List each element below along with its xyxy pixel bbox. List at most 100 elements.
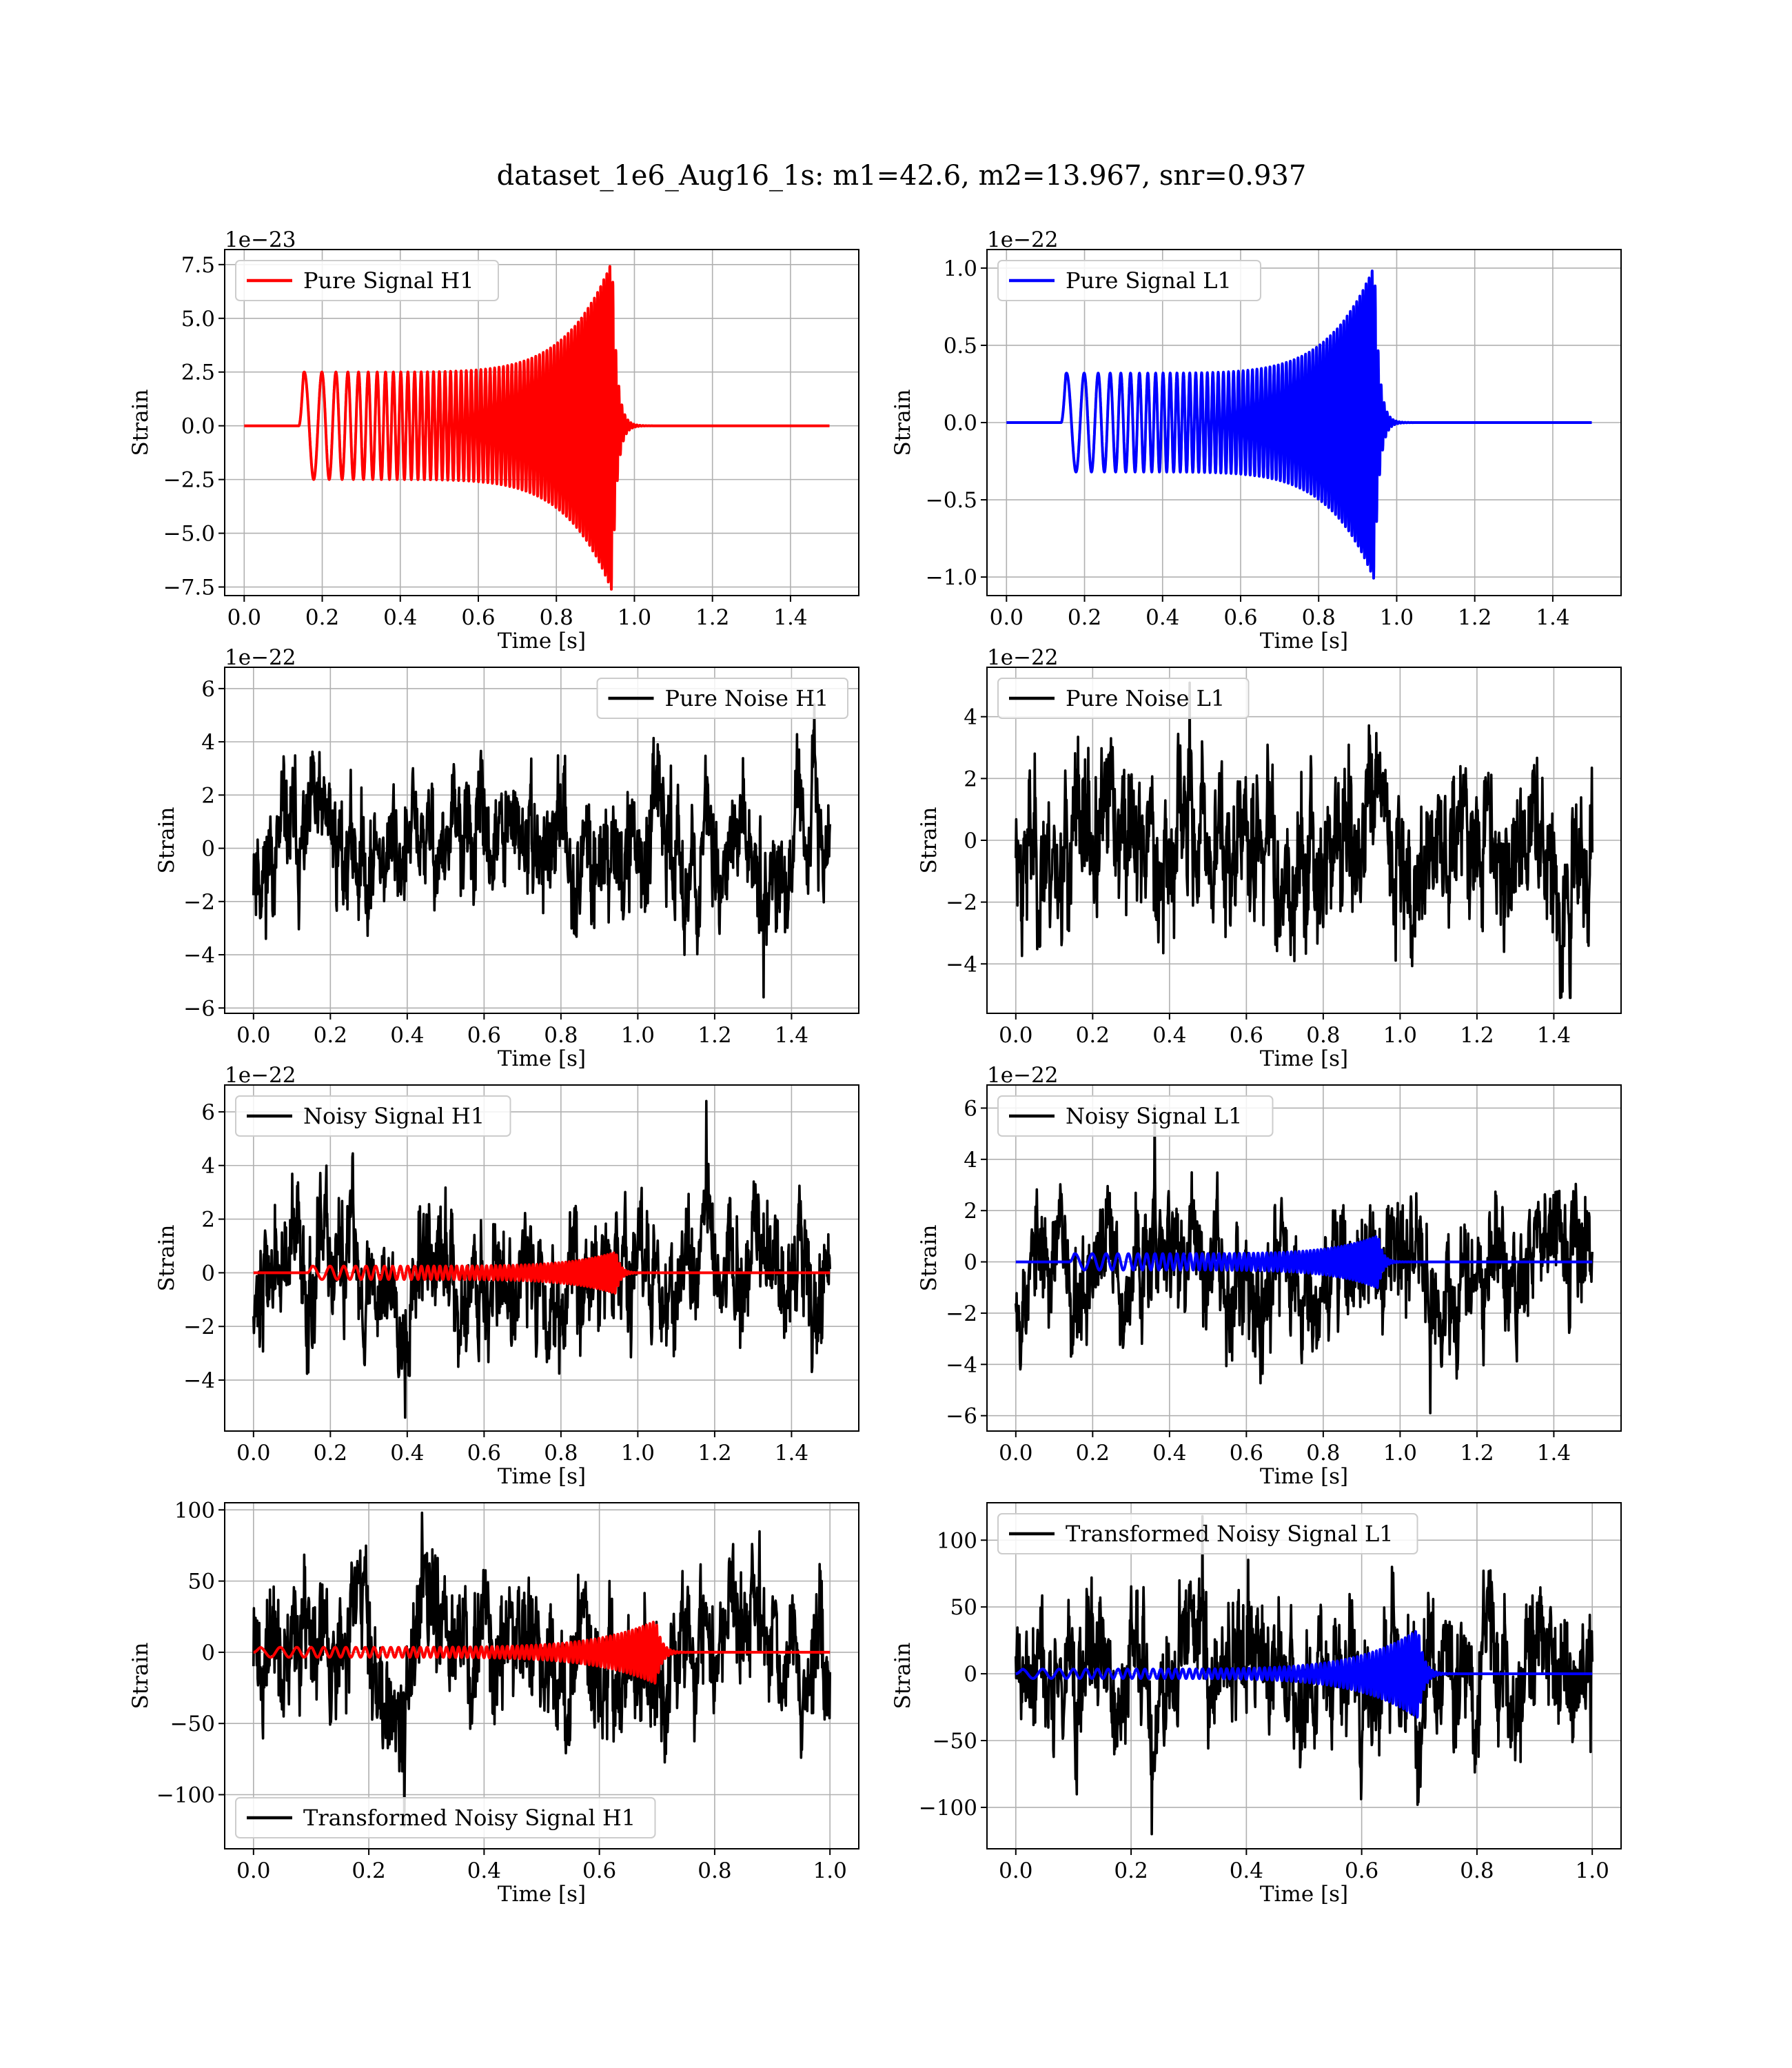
y-tick-label: 2 <box>201 783 215 808</box>
x-tick-label: 1.4 <box>775 1023 808 1048</box>
axis-offset-label: 1e−22 <box>987 1063 1059 1088</box>
x-tick-label: 1.0 <box>1383 1023 1417 1048</box>
y-tick-label: 2 <box>964 767 977 791</box>
legend-frame <box>997 1095 1274 1137</box>
series-line-chirp-overlay <box>252 1621 831 1685</box>
y-tick-label: 6 <box>201 1100 215 1125</box>
y-tick-label: −6 <box>946 1404 977 1429</box>
x-tick-label: 0.2 <box>352 1858 385 1883</box>
y-tick-label: −1.0 <box>926 565 977 590</box>
x-tick-label: 1.0 <box>621 1023 655 1048</box>
y-tick-label: −4 <box>183 943 215 968</box>
x-tick-label: 0.0 <box>236 1023 270 1048</box>
x-tick-label: 0.8 <box>1306 1441 1340 1466</box>
x-tick-label: 0.2 <box>1076 1441 1110 1466</box>
axis-offset-label: 1e−23 <box>225 227 296 252</box>
x-tick-label: 1.2 <box>1458 605 1491 630</box>
legend-label: Pure Signal H1 <box>303 267 474 294</box>
y-tick-label: −50 <box>170 1712 215 1736</box>
series-line-chirp-overlay <box>1015 1630 1594 1719</box>
axis-offset-label: 1e−22 <box>987 227 1059 252</box>
x-tick-label: 1.0 <box>1380 605 1414 630</box>
x-tick-label: 0.0 <box>990 605 1024 630</box>
y-tick-label: 0.0 <box>944 411 977 436</box>
legend-label: Transformed Noisy Signal H1 <box>303 1805 635 1831</box>
y-tick-label: 2.5 <box>181 361 215 385</box>
x-axis-label: Time [s] <box>498 1046 586 1071</box>
x-tick-label: 1.0 <box>1576 1858 1609 1883</box>
subplot-noisy-signal-h1: 0.0 0.2 0.4 0.6 0.8 1.0 1.2 1.4 −4 −2 0 2 4 6 1e−22 Tim… <box>154 1063 859 1489</box>
y-tick-label: −100 <box>919 1796 977 1821</box>
legend-frame <box>997 260 1261 301</box>
x-tick-label: 1.0 <box>621 1441 655 1466</box>
x-axis-label: Time [s] <box>498 1882 586 1907</box>
x-axis-label: Time [s] <box>1260 629 1348 653</box>
x-tick-label: 0.8 <box>544 1441 578 1466</box>
legend-frame <box>596 678 848 719</box>
y-tick-label: −4 <box>183 1368 215 1393</box>
axes-frame <box>224 249 859 596</box>
legend-label: Pure Noise L1 <box>1066 685 1225 711</box>
x-tick-label: 1.4 <box>1536 605 1569 630</box>
series-line-pure-signal-l1 <box>1005 270 1594 580</box>
axes-frame <box>224 1502 859 1849</box>
axis-offset-label: 1e−22 <box>225 1063 296 1088</box>
y-axis-label: Strain <box>128 1643 153 1710</box>
x-tick-label: 1.2 <box>695 605 729 630</box>
x-tick-label: 0.0 <box>999 1023 1032 1048</box>
subplot-pure-signal-h1: 0.0 0.2 0.4 0.6 0.8 1.0 1.2 1.4 −7.5 −5.0 −2.5 0.0 2… <box>128 227 859 653</box>
y-axis-label: Strain <box>917 807 941 874</box>
legend-frame <box>997 678 1250 719</box>
series-line-pure-signal-h1 <box>243 265 831 591</box>
y-tick-label: 0 <box>964 1662 977 1687</box>
x-tick-label: 0.6 <box>467 1023 501 1048</box>
y-axis-label: Strain <box>128 389 153 456</box>
subplot-transformed-noisy-signal-l1: 0.0 0.2 0.4 0.6 0.8 1.0 −100 −50 0 50 100 Time [s] S… <box>890 1502 1622 1907</box>
legend: Noisy Signal H1 <box>235 1095 511 1137</box>
y-tick-label: 4 <box>964 1148 977 1173</box>
x-tick-label: 0.2 <box>1076 1023 1110 1048</box>
x-tick-label: 1.4 <box>775 1441 808 1466</box>
x-tick-label: 0.4 <box>1152 1023 1186 1048</box>
x-tick-label: 0.0 <box>227 605 261 630</box>
y-tick-label: 50 <box>188 1570 215 1594</box>
y-tick-label: −2 <box>183 890 215 915</box>
y-tick-label: −7.5 <box>163 576 215 600</box>
y-tick-label: 100 <box>174 1498 215 1523</box>
y-tick-label: 5.0 <box>181 307 215 332</box>
legend: Pure Signal H1 <box>235 260 499 301</box>
y-axis-label: Strain <box>917 1225 941 1292</box>
x-tick-label: 0.6 <box>582 1858 616 1883</box>
series-line-transformed-noisy-signal-l1 <box>1015 1514 1594 1836</box>
y-tick-label: −4 <box>946 952 977 977</box>
legend: Pure Noise H1 <box>596 678 848 719</box>
x-tick-label: 0.2 <box>314 1023 347 1048</box>
x-tick-label: 0.6 <box>467 1441 501 1466</box>
y-tick-label: −2 <box>183 1315 215 1339</box>
legend-frame <box>235 260 499 301</box>
axes-frame <box>986 1084 1622 1432</box>
series-line-pure-noise-h1 <box>252 703 831 999</box>
y-tick-label: −2 <box>946 891 977 915</box>
x-tick-label: 1.2 <box>698 1023 731 1048</box>
x-axis-label: Time [s] <box>1260 1046 1348 1071</box>
y-tick-label: 50 <box>950 1595 977 1620</box>
series-line-pure-noise-l1 <box>1015 681 1594 1000</box>
axis-offset-label: 1e−22 <box>225 645 296 670</box>
x-tick-label: 0.0 <box>999 1441 1032 1466</box>
x-tick-label: 1.0 <box>618 605 651 630</box>
x-tick-label: 0.8 <box>1460 1858 1494 1883</box>
y-tick-label: −2.5 <box>163 468 215 493</box>
y-tick-label: −6 <box>183 996 215 1021</box>
figure-title: dataset_1e6_Aug16_1s: m1=42.6, m2=13.967… <box>497 160 1307 192</box>
x-tick-label: 1.4 <box>1537 1441 1571 1466</box>
x-tick-label: 1.2 <box>698 1441 731 1466</box>
x-tick-label: 1.4 <box>1537 1023 1571 1048</box>
legend-label: Pure Noise H1 <box>665 685 829 711</box>
legend: Noisy Signal L1 <box>997 1095 1274 1137</box>
x-tick-label: 0.6 <box>1345 1858 1378 1883</box>
x-tick-label: 0.4 <box>1146 605 1179 630</box>
subplot-pure-signal-l1: 0.0 0.2 0.4 0.6 0.8 1.0 1.2 1.4 −1.0 −0.5 0.0 0.5 1.… <box>890 227 1622 653</box>
x-tick-label: 1.4 <box>773 605 807 630</box>
legend: Pure Signal L1 <box>997 260 1261 301</box>
